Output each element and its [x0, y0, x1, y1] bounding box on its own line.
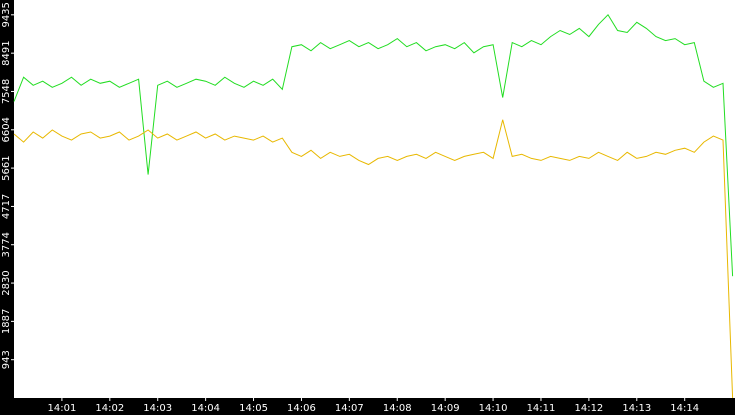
x-tick-label: 14:06	[287, 403, 316, 414]
series-line	[13, 119, 734, 399]
x-tick-label: 14:14	[670, 403, 699, 414]
x-tick-label: 14:13	[622, 403, 651, 414]
x-tick-label: 14:01	[47, 403, 76, 414]
x-tick-label: 14:09	[431, 403, 460, 414]
y-tick-label: 9435	[1, 2, 12, 27]
x-tick-label: 14:12	[574, 403, 603, 414]
x-tick-label: 14:07	[335, 403, 364, 414]
y-tick-label: 4717	[1, 194, 12, 219]
y-tick-label: 943	[1, 350, 12, 369]
y-tick-label: 1887	[1, 309, 12, 334]
y-tick-label: 3774	[1, 232, 12, 257]
x-tick-label: 14:10	[479, 403, 508, 414]
x-tick-label: 14:05	[239, 403, 268, 414]
y-tick-label: 7548	[1, 79, 12, 104]
y-tick-label: 6604	[1, 117, 12, 142]
plot-area	[14, 0, 735, 398]
y-tick-label: 8491	[1, 40, 12, 65]
x-tick-label: 14:02	[95, 403, 124, 414]
y-tick-label: 5661	[1, 155, 12, 180]
x-tick-label: 14:03	[143, 403, 172, 414]
x-tick-label: 14:04	[191, 403, 220, 414]
y-tick-label: 2830	[1, 270, 12, 295]
series-line	[13, 13, 734, 277]
x-tick-label: 14:11	[527, 403, 556, 414]
x-tick-label: 14:08	[383, 403, 412, 414]
